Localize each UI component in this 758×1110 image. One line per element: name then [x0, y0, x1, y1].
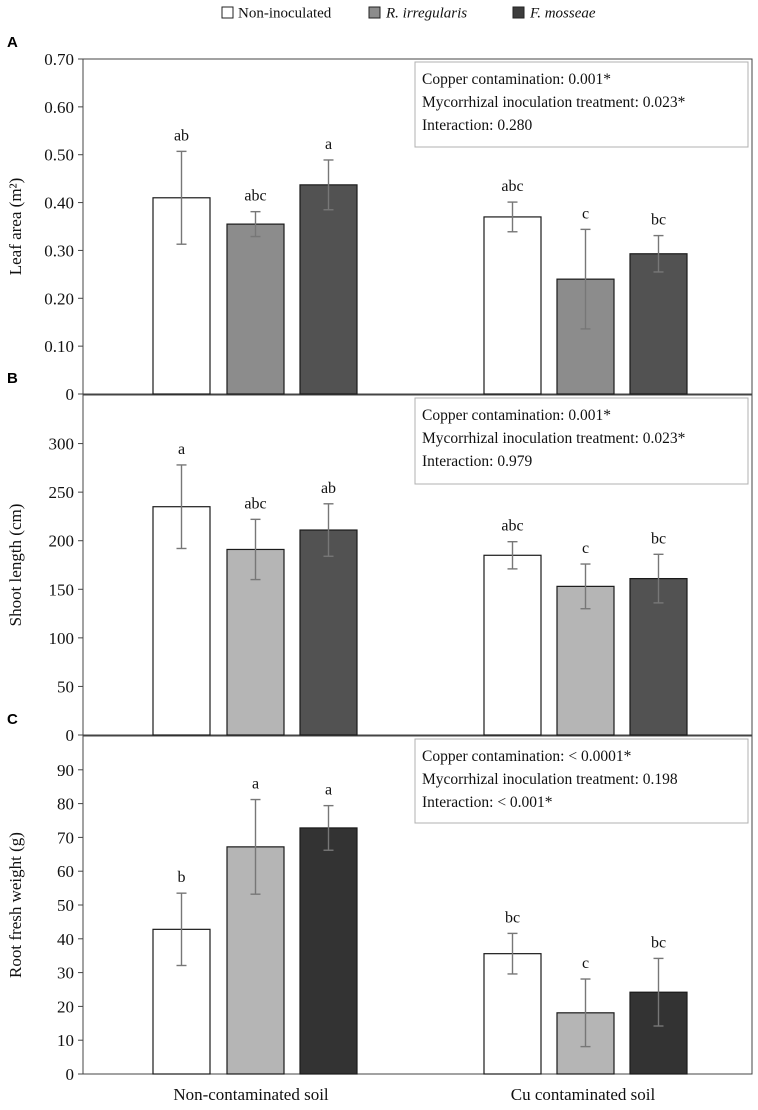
plot-frame — [82, 58, 753, 395]
y-tick-label: 0.40 — [44, 194, 74, 213]
significance-letter: ab — [174, 127, 189, 144]
stats-line: Interaction: 0.979 — [422, 453, 532, 470]
x-category-label: Non-contaminated soil — [173, 1085, 329, 1104]
significance-letter: bc — [651, 530, 666, 547]
y-tick-label: 100 — [49, 629, 75, 648]
legend-swatch — [221, 6, 234, 19]
plot-frame — [82, 394, 753, 736]
y-tick-label: 200 — [49, 532, 75, 551]
y-tick-label: 70 — [57, 828, 74, 847]
legend-label: F. mosseae — [529, 6, 596, 22]
y-tick-label: 50 — [57, 677, 74, 696]
legend-label: Non-inoculated — [238, 6, 332, 22]
stats-line: Copper contamination: 0.001* — [422, 71, 611, 88]
significance-letter: c — [582, 540, 589, 557]
significance-letter: a — [325, 782, 332, 799]
significance-letter: c — [582, 955, 589, 972]
y-tick-label: 10 — [57, 1031, 74, 1050]
panel-letter: A — [7, 34, 18, 51]
bar — [226, 223, 285, 395]
stats-line: Mycorrhizal inoculation treatment: 0.023… — [422, 94, 686, 111]
y-tick-label: 60 — [57, 862, 74, 881]
significance-letter: a — [178, 441, 185, 458]
panel-letter: C — [7, 711, 18, 728]
y-tick-label: 0 — [66, 726, 75, 745]
bar — [152, 197, 211, 395]
y-tick-label: 90 — [57, 761, 74, 780]
significance-letter: a — [252, 776, 259, 793]
y-tick-label: 0.30 — [44, 241, 74, 260]
significance-letter: bc — [651, 212, 666, 229]
y-tick-label: 50 — [57, 896, 74, 915]
bar — [629, 253, 688, 395]
legend-swatch — [512, 6, 525, 19]
y-tick-label: 0 — [66, 1065, 75, 1084]
significance-letter: abc — [501, 178, 523, 195]
stats-line: Copper contamination: < 0.0001* — [422, 748, 632, 765]
y-axis-label: Leaf area (m²) — [6, 178, 25, 276]
significance-letter: abc — [244, 188, 266, 205]
y-tick-label: 0.60 — [44, 98, 74, 117]
y-tick-label: 0.70 — [44, 50, 74, 69]
bar — [226, 548, 285, 736]
significance-letter: abc — [501, 518, 523, 535]
stats-line: Mycorrhizal inoculation treatment: 0.198 — [422, 771, 678, 788]
y-tick-label: 150 — [49, 580, 75, 599]
bar — [483, 216, 542, 395]
bar — [299, 529, 358, 736]
y-tick-label: 30 — [57, 964, 74, 983]
y-tick-label: 80 — [57, 795, 74, 814]
significance-letter: bc — [651, 934, 666, 951]
bar — [299, 827, 358, 1075]
y-tick-label: 20 — [57, 997, 74, 1016]
bar — [299, 184, 358, 395]
legend-label: R. irregularis — [385, 6, 467, 22]
legend-swatch — [368, 6, 381, 19]
stats-line: Mycorrhizal inoculation treatment: 0.023… — [422, 430, 686, 447]
y-tick-label: 0.50 — [44, 146, 74, 165]
stats-line: Interaction: 0.280 — [422, 117, 532, 134]
significance-letter: a — [325, 136, 332, 153]
stats-box — [414, 61, 749, 148]
significance-letter: ab — [321, 480, 336, 497]
y-tick-label: 0.10 — [44, 337, 74, 356]
y-axis-label: Shoot length (cm) — [6, 504, 25, 627]
legend: Non-inoculated R. irregularis F. mosseae — [221, 6, 596, 22]
panel-letter: B — [7, 370, 18, 387]
stats-box — [414, 738, 749, 824]
x-category-label: Cu contaminated soil — [511, 1085, 656, 1104]
bar — [483, 554, 542, 736]
stats-line: Interaction: < 0.001* — [422, 794, 553, 811]
y-tick-label: 300 — [49, 435, 75, 454]
panel-a: A 0 0.10 0.20 0.30 0.40 0.50 0.60 0.70 Leaf area … — [6, 34, 753, 404]
bar — [629, 577, 688, 736]
stats-line: Copper contamination: 0.001* — [422, 407, 611, 424]
panel-c: C 0 10 20 30 40 50 60 70 80 90 Root fresh weight (g… — [6, 711, 753, 1104]
y-tick-label: 0.20 — [44, 289, 74, 308]
significance-letter: bc — [505, 909, 520, 926]
y-axis-label: Root fresh weight (g) — [6, 832, 25, 978]
stats-box — [414, 397, 749, 485]
significance-letter: c — [582, 205, 589, 222]
significance-letter: b — [178, 869, 186, 886]
y-tick-label: 40 — [57, 930, 74, 949]
y-tick-label: 250 — [49, 483, 75, 502]
significance-letter: abc — [244, 495, 266, 512]
y-tick-label: 0 — [66, 385, 75, 404]
